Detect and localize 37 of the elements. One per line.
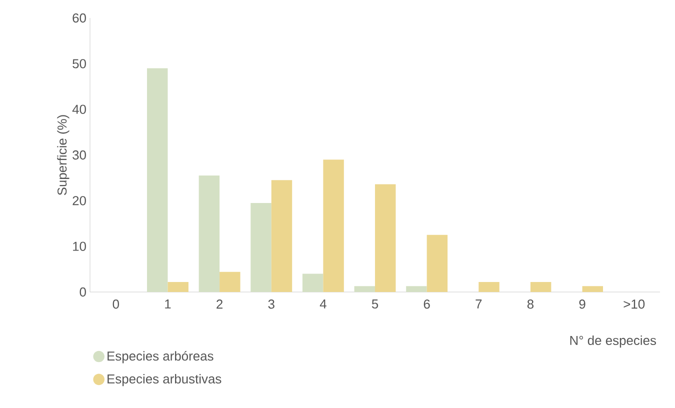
bar: [168, 282, 188, 292]
legend-label: Especies arbóreas: [108, 350, 214, 364]
y-tick-label: 50: [72, 59, 86, 68]
y-tick-label: 0: [80, 287, 86, 297]
bar: [302, 274, 324, 292]
x-tick-label: 1: [165, 300, 171, 308]
y-tick-label: 40: [72, 104, 86, 114]
bar: [220, 272, 240, 292]
x-axis-title: N° de especies: [570, 336, 656, 348]
y-tick-label: 60: [72, 13, 86, 23]
bar: [198, 176, 220, 292]
bar: [530, 282, 552, 292]
x-tick-label: 5: [372, 300, 378, 309]
y-tick-label: 30: [72, 150, 86, 160]
x-tick-label: >10: [624, 300, 645, 309]
y-axis-title: Superficie (%): [57, 115, 70, 196]
x-tick-label: 0: [112, 300, 120, 309]
bar: [582, 286, 604, 292]
x-tick-label: 9: [579, 300, 586, 309]
bar: [147, 68, 168, 292]
bar: [426, 234, 448, 292]
y-tick-label: 10: [73, 242, 86, 251]
x-tick-label: 4: [320, 300, 326, 308]
bar: [250, 202, 272, 292]
x-tick-label: 6: [424, 300, 430, 309]
bar: [478, 282, 500, 292]
bar: [406, 286, 427, 292]
bar: [323, 160, 344, 292]
bar: [375, 184, 396, 292]
x-tick-label: 8: [527, 300, 534, 309]
bar: [271, 180, 292, 292]
bar: [354, 286, 376, 292]
x-tick-label: 7: [476, 300, 482, 308]
y-tick-label: 20: [72, 196, 86, 206]
legend-label: Especies arbustivas: [108, 374, 222, 386]
x-tick-label: 3: [268, 300, 274, 309]
x-tick-label: 2: [216, 300, 222, 309]
